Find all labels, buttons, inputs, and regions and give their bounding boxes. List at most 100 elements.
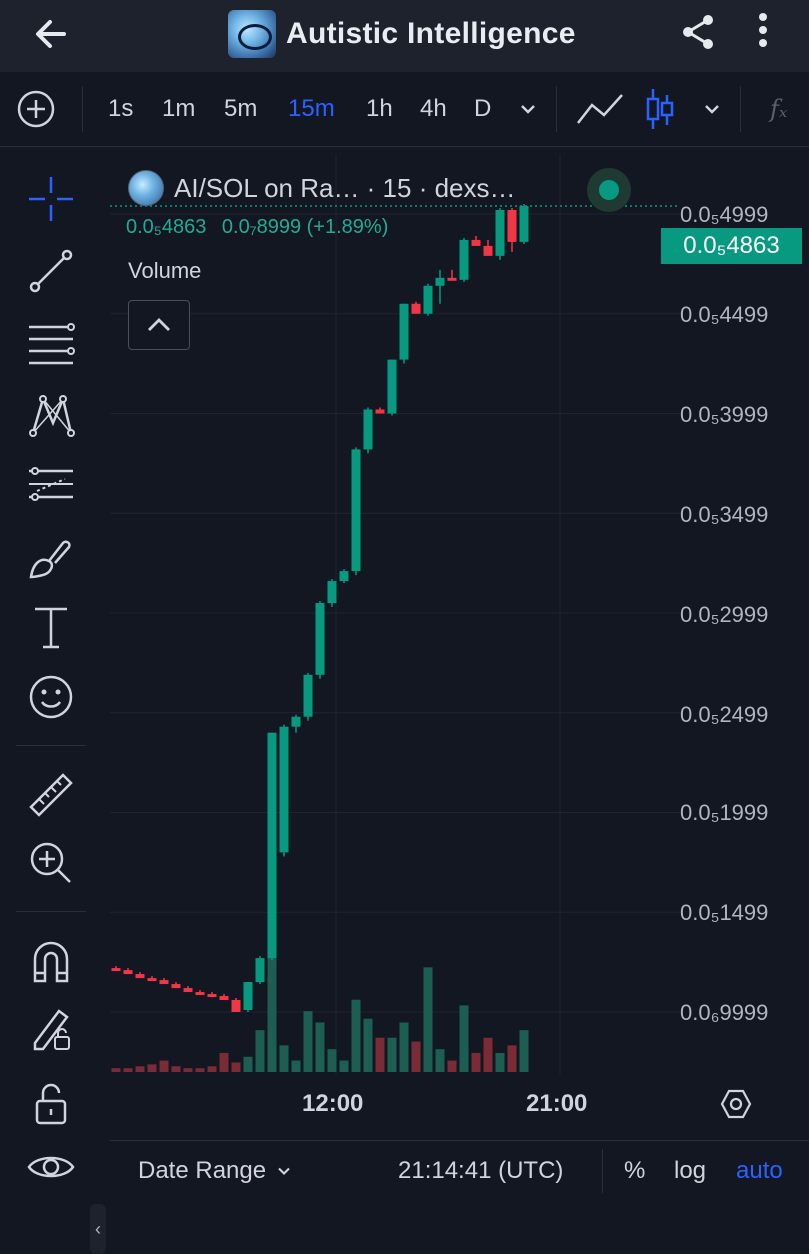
auto-scale-toggle[interactable]: auto bbox=[736, 1157, 783, 1184]
candle-body bbox=[507, 209, 517, 242]
volume-bar bbox=[111, 1068, 121, 1072]
eye-icon[interactable] bbox=[20, 1136, 82, 1198]
candlestick-icon[interactable] bbox=[644, 72, 676, 146]
prediction-icon[interactable] bbox=[20, 454, 82, 516]
text-tool-icon[interactable] bbox=[20, 596, 82, 658]
interval-D[interactable]: D bbox=[474, 95, 492, 122]
price-label: 0.0₅2999 bbox=[680, 602, 769, 627]
price-label: 0.0₅4999 bbox=[680, 202, 769, 227]
volume-bar bbox=[519, 1030, 529, 1072]
interval-5m[interactable]: 5m bbox=[224, 95, 258, 122]
trend-line-icon[interactable] bbox=[20, 240, 82, 302]
volume-bar bbox=[219, 1052, 229, 1072]
interval-1h[interactable]: 1h bbox=[366, 95, 393, 122]
collapse-legend-button[interactable] bbox=[128, 300, 190, 350]
volume-bar bbox=[423, 967, 433, 1072]
candle-body bbox=[159, 980, 169, 985]
app-title-group: Autistic Intelligence bbox=[228, 4, 576, 64]
volume-bar bbox=[483, 1037, 493, 1072]
ruler-icon[interactable] bbox=[20, 764, 82, 826]
interval-4h[interactable]: 4h bbox=[420, 95, 447, 122]
crosshair-icon[interactable] bbox=[20, 168, 82, 230]
candle-body bbox=[279, 726, 289, 853]
zoom-in-icon[interactable] bbox=[20, 832, 82, 894]
emoji-icon[interactable] bbox=[20, 666, 82, 728]
share-icon[interactable] bbox=[676, 10, 720, 54]
pattern-icon[interactable] bbox=[20, 384, 82, 446]
settings-icon[interactable] bbox=[720, 1088, 752, 1120]
date-range-button[interactable]: Date Range bbox=[138, 1141, 294, 1201]
volume-bar bbox=[507, 1045, 517, 1072]
candle-body bbox=[495, 209, 505, 256]
volume-bar bbox=[267, 954, 277, 1072]
interval-15m[interactable]: 15m bbox=[288, 95, 335, 122]
candle-body bbox=[483, 245, 493, 256]
price-axis[interactable]: 0.0₅4999 0.0₅4499 0.0₅3999 0.0₅3499 0.0₅… bbox=[680, 154, 809, 1074]
fib-retracement-icon[interactable] bbox=[20, 312, 82, 374]
price-label: 0.0₅3999 bbox=[680, 402, 769, 427]
time-axis[interactable]: 12:00 21:00 bbox=[110, 1074, 809, 1136]
line-chart-icon[interactable] bbox=[576, 72, 624, 146]
volume-bar bbox=[171, 1066, 181, 1072]
date-range-label: Date Range bbox=[138, 1157, 267, 1184]
volume-bar bbox=[315, 1022, 325, 1072]
add-symbol-icon[interactable] bbox=[16, 72, 56, 146]
price-chart[interactable] bbox=[110, 154, 680, 1074]
chart-type-chevron-icon[interactable] bbox=[700, 72, 724, 146]
app-title: Autistic Intelligence bbox=[286, 17, 576, 50]
back-arrow-icon[interactable] bbox=[30, 12, 74, 56]
interval-1m[interactable]: 1m bbox=[162, 95, 196, 122]
volume-bar bbox=[363, 1018, 373, 1072]
pair-title: AI/SOL on Ra… · 15 · dexs… bbox=[174, 172, 516, 203]
candle-body bbox=[171, 984, 181, 989]
chevron-up-icon bbox=[148, 318, 170, 331]
utc-clock[interactable]: 21:14:41 (UTC) bbox=[398, 1157, 564, 1184]
more-vertical-icon[interactable] bbox=[748, 8, 778, 52]
pair-logo bbox=[128, 170, 164, 206]
volume-bar bbox=[303, 1011, 313, 1072]
market-status-indicator[interactable] bbox=[587, 168, 631, 212]
magnet-icon[interactable] bbox=[20, 930, 82, 992]
candle-body bbox=[387, 359, 397, 414]
candle-body bbox=[183, 988, 193, 993]
volume-bar bbox=[459, 1005, 469, 1072]
candle-body bbox=[219, 996, 229, 1001]
collapse-toolbar-chevron-icon[interactable]: ‹ bbox=[90, 1204, 106, 1254]
volume-bar bbox=[375, 1037, 385, 1072]
volume-bar bbox=[339, 1060, 349, 1072]
brush-icon[interactable] bbox=[20, 526, 82, 588]
app-bar: Autistic Intelligence bbox=[0, 0, 809, 72]
lock-icon[interactable] bbox=[20, 1072, 82, 1134]
price-label: 0.0₅1499 bbox=[680, 900, 769, 925]
candle-body bbox=[315, 603, 325, 675]
interval-1s[interactable]: 1s bbox=[108, 95, 134, 122]
candle-body bbox=[123, 970, 133, 975]
chevron-down-icon bbox=[278, 1167, 290, 1175]
candle-body bbox=[303, 674, 313, 717]
price-label: 0.0₅3499 bbox=[680, 502, 769, 527]
volume-bar bbox=[447, 1060, 457, 1072]
volume-bar bbox=[351, 999, 361, 1072]
volume-bar bbox=[159, 1060, 169, 1072]
time-label: 21:00 bbox=[526, 1090, 588, 1117]
chart-toolbar: 1s 1m 5m 15m 1h 4h D 𝑓ₓ bbox=[0, 72, 809, 147]
volume-bar bbox=[327, 1049, 337, 1072]
ohlc-change: 0.0₇8999 (+1.89%) bbox=[221, 216, 389, 238]
candle-body bbox=[411, 303, 421, 314]
volume-bar bbox=[291, 1060, 301, 1072]
candle-body bbox=[255, 958, 265, 983]
volume-bar bbox=[495, 1052, 505, 1072]
drawing-toolbar: ‹ bbox=[0, 148, 106, 1254]
indicators-fx-icon[interactable]: 𝑓ₓ bbox=[770, 95, 788, 123]
volume-indicator-label: Volume bbox=[128, 258, 202, 283]
log-scale-toggle[interactable]: log bbox=[674, 1157, 707, 1184]
volume-bar bbox=[255, 1030, 265, 1072]
bottom-bar: Date Range 21:14:41 (UTC) % log auto bbox=[110, 1140, 809, 1201]
percent-scale-toggle[interactable]: % bbox=[624, 1157, 646, 1184]
candle-body bbox=[435, 277, 445, 286]
chart-pane[interactable]: AI/SOL on Ra… · 15 · dexs… 0.0₅4863 0.0₇… bbox=[110, 154, 809, 1134]
chevron-down-icon[interactable] bbox=[516, 72, 540, 146]
candle-body bbox=[399, 303, 409, 360]
symbol-legend[interactable]: AI/SOL on Ra… · 15 · dexs… bbox=[128, 170, 516, 206]
lock-drawing-icon[interactable] bbox=[20, 998, 82, 1060]
